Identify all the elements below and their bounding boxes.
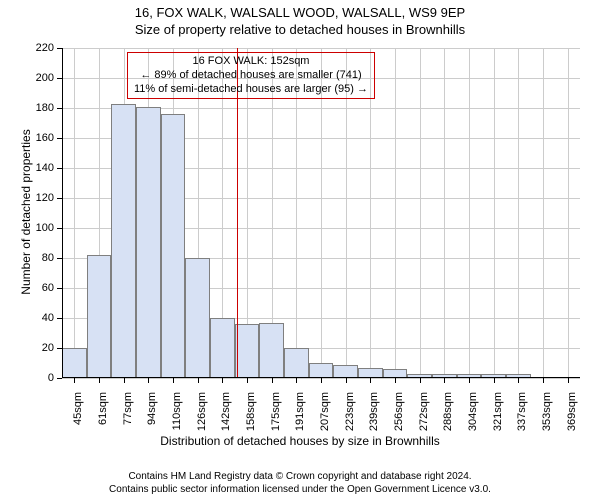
y-tick-mark <box>57 168 62 169</box>
x-axis-label: Distribution of detached houses by size … <box>0 434 600 448</box>
x-tick-mark <box>420 378 421 383</box>
y-tick-mark <box>57 48 62 49</box>
x-tick-mark <box>321 378 322 383</box>
footnote-line-1: Contains HM Land Registry data © Crown c… <box>0 470 600 483</box>
x-tick-label: 337sqm <box>516 392 528 436</box>
histogram-bar <box>259 323 284 379</box>
x-tick-mark <box>124 378 125 383</box>
histogram-bar <box>161 114 186 378</box>
x-tick-label: 110sqm <box>171 392 183 436</box>
histogram-bar <box>210 318 235 378</box>
histogram-bar <box>235 324 260 378</box>
histogram-bar <box>136 107 161 379</box>
x-tick-mark <box>173 378 174 383</box>
histogram-bar <box>309 363 334 378</box>
histogram-bar <box>62 348 87 378</box>
page-title: 16, FOX WALK, WALSALL WOOD, WALSALL, WS9… <box>0 5 600 20</box>
x-tick-label: 223sqm <box>344 392 356 436</box>
histogram-bar <box>185 258 210 378</box>
y-tick-label: 220 <box>28 42 54 54</box>
y-tick-label: 160 <box>28 132 54 144</box>
y-tick-label: 80 <box>28 252 54 264</box>
grid-line <box>74 48 75 378</box>
histogram-bar <box>333 365 358 379</box>
y-tick-label: 0 <box>28 372 54 384</box>
x-tick-label: 304sqm <box>467 392 479 436</box>
x-tick-mark <box>518 378 519 383</box>
y-axis-line <box>62 48 63 378</box>
x-tick-label: 77sqm <box>122 392 134 436</box>
x-tick-label: 45sqm <box>72 392 84 436</box>
x-tick-mark <box>148 378 149 383</box>
x-tick-label: 191sqm <box>294 392 306 436</box>
y-tick-label: 60 <box>28 282 54 294</box>
annotation-line-1: 16 FOX WALK: 152sqm <box>134 55 368 69</box>
y-tick-mark <box>57 138 62 139</box>
x-tick-label: 288sqm <box>442 392 454 436</box>
annotation-box: 16 FOX WALK: 152sqm ← 89% of detached ho… <box>127 52 375 99</box>
x-tick-label: 94sqm <box>146 392 158 436</box>
x-tick-label: 61sqm <box>97 392 109 436</box>
x-tick-mark <box>272 378 273 383</box>
footnote-line-2: Contains public sector information licen… <box>0 483 600 496</box>
grid-line <box>543 48 544 378</box>
grid-line <box>518 48 519 378</box>
x-tick-mark <box>99 378 100 383</box>
grid-line <box>395 48 396 378</box>
x-tick-label: 256sqm <box>393 392 405 436</box>
y-tick-label: 20 <box>28 342 54 354</box>
y-tick-label: 100 <box>28 222 54 234</box>
y-tick-label: 180 <box>28 102 54 114</box>
y-tick-label: 120 <box>28 192 54 204</box>
page-subtitle: Size of property relative to detached ho… <box>0 22 600 37</box>
annotation-line-3: 11% of semi-detached houses are larger (… <box>134 83 368 97</box>
y-tick-label: 140 <box>28 162 54 174</box>
histogram-bar <box>111 104 136 379</box>
x-tick-label: 239sqm <box>368 392 380 436</box>
y-tick-mark <box>57 318 62 319</box>
y-tick-mark <box>57 258 62 259</box>
y-tick-mark <box>57 348 62 349</box>
x-tick-label: 272sqm <box>418 392 430 436</box>
x-tick-mark <box>568 378 569 383</box>
x-tick-label: 207sqm <box>319 392 331 436</box>
x-tick-label: 353sqm <box>541 392 553 436</box>
x-tick-mark <box>346 378 347 383</box>
x-tick-label: 175sqm <box>270 392 282 436</box>
y-tick-label: 40 <box>28 312 54 324</box>
grid-line <box>444 48 445 378</box>
x-tick-mark <box>222 378 223 383</box>
x-tick-mark <box>198 378 199 383</box>
x-tick-label: 369sqm <box>566 392 578 436</box>
y-tick-mark <box>57 288 62 289</box>
y-tick-mark <box>57 108 62 109</box>
grid-line <box>469 48 470 378</box>
annotation-line-2: ← 89% of detached houses are smaller (74… <box>134 69 368 83</box>
x-tick-label: 142sqm <box>220 392 232 436</box>
x-tick-mark <box>543 378 544 383</box>
x-tick-label: 158sqm <box>245 392 257 436</box>
y-tick-mark <box>57 78 62 79</box>
x-tick-label: 126sqm <box>196 392 208 436</box>
y-tick-mark <box>57 198 62 199</box>
y-tick-mark <box>57 228 62 229</box>
grid-line <box>568 48 569 378</box>
x-tick-label: 321sqm <box>492 392 504 436</box>
histogram-bar <box>87 255 112 378</box>
x-tick-mark <box>395 378 396 383</box>
grid-line <box>494 48 495 378</box>
x-tick-mark <box>370 378 371 383</box>
y-tick-mark <box>57 378 62 379</box>
x-tick-mark <box>296 378 297 383</box>
x-tick-mark <box>74 378 75 383</box>
x-tick-mark <box>247 378 248 383</box>
footnote: Contains HM Land Registry data © Crown c… <box>0 470 600 496</box>
grid-line <box>420 48 421 378</box>
y-tick-label: 200 <box>28 72 54 84</box>
x-tick-mark <box>469 378 470 383</box>
histogram-bar <box>284 348 309 378</box>
x-tick-mark <box>494 378 495 383</box>
x-tick-mark <box>444 378 445 383</box>
